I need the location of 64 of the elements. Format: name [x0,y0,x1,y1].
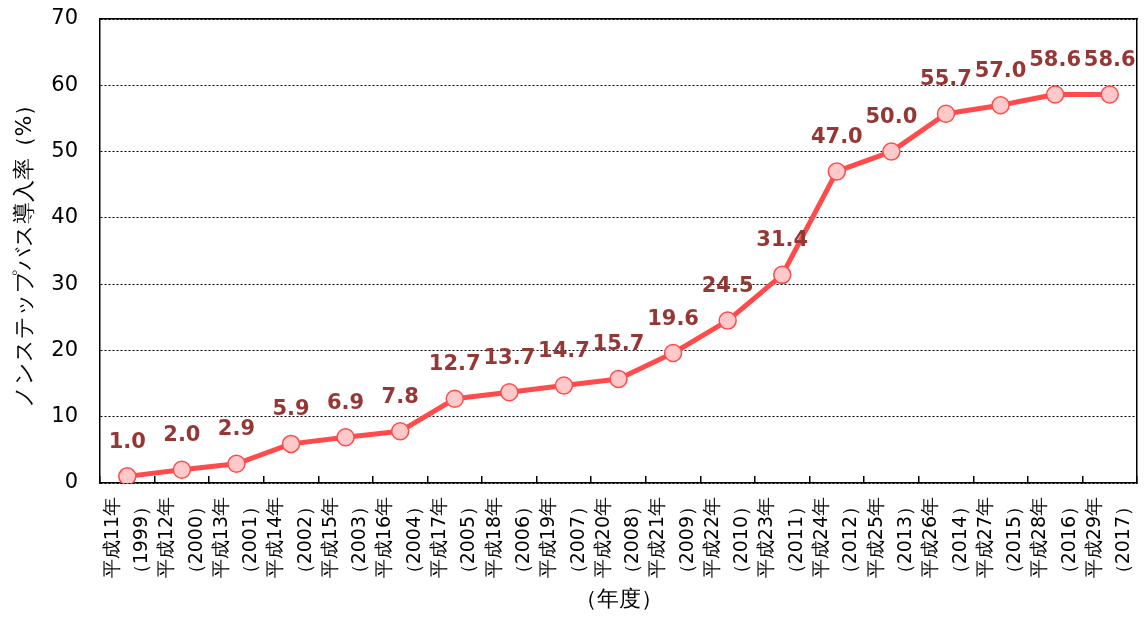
y-tick-label: 10 [51,403,78,428]
data-label: 47.0 [810,123,863,148]
x-tick-label: 平成19年（2007） [536,497,588,584]
x-tick-label: 平成27年（2015） [972,497,1025,584]
y-tick-label: 70 [51,5,78,30]
point [554,376,574,395]
data-label: 50.0 [865,104,918,129]
x-tick-label: 平成17年（2005） [426,497,479,584]
point [172,460,192,479]
x-tick-label: 平成18年（2006） [481,497,533,584]
y-axis-title: ノンステップバス導入率（%） [10,93,36,409]
point [390,422,410,441]
data-label: 2.0 [163,422,201,447]
point [1100,85,1119,104]
x-tick-label: 平成25年（2013） [863,497,916,584]
data-label: 58.6 [1029,47,1082,72]
data-label: 2.9 [217,416,256,441]
point [609,369,628,389]
x-tick-label: 平成22年（2010） [699,497,752,584]
point [1045,85,1065,104]
y-tick-label: 30 [51,270,78,295]
x-axis-title: （年度） [574,585,663,611]
x-tick-label: 平成24年（2012） [809,497,861,584]
data-label: 5.9 [272,396,310,421]
point [227,454,246,474]
x-tick-label: 平成15年（2003） [317,497,370,584]
x-tick-label: 平成14年（2002） [263,497,315,584]
data-label: 1.0 [108,428,146,453]
data-label: 7.8 [381,383,419,408]
y-tick-label: 40 [51,204,78,229]
y-tick-label: 20 [51,336,78,361]
point [718,311,737,330]
point [991,95,1010,115]
x-tick-label: 平成11年（1999） [99,497,151,584]
y-tick-label: 60 [51,71,78,96]
data-label: 19.6 [647,305,699,330]
data-label: 13.7 [483,344,536,369]
x-tick-label: 平成29年（2017） [1081,497,1134,584]
y-tick-label: 0 [64,469,78,494]
point [445,389,465,409]
x-tick-label: 平成16年（2004） [372,497,424,584]
y-tick-label: 50 [51,138,78,163]
data-label: 55.7 [920,66,972,91]
data-label: 6.9 [327,389,365,414]
data-label: 12.7 [428,351,481,376]
point [827,162,847,181]
x-tick-label: 平成23年（2011） [754,497,806,584]
data-label: 15.7 [592,331,645,356]
data-label: 58.6 [1083,47,1136,72]
point [772,265,792,285]
point [936,104,956,124]
x-tick-label: 平成28年（2016） [1027,497,1079,584]
x-tick-label: 平成12年（2000） [154,497,206,584]
point [281,434,301,454]
point [118,467,137,483]
x-tick-label: 平成26年（2014） [918,497,970,584]
x-tick-label: 平成13年（2001） [208,497,261,584]
point [500,382,519,402]
point [882,142,901,161]
point [663,343,683,363]
x-tick-label: 平成20年（2008） [590,497,643,584]
point [336,428,355,447]
data-label: 57.0 [974,57,1027,82]
x-tick-label: 平成21年（2009） [645,497,697,584]
